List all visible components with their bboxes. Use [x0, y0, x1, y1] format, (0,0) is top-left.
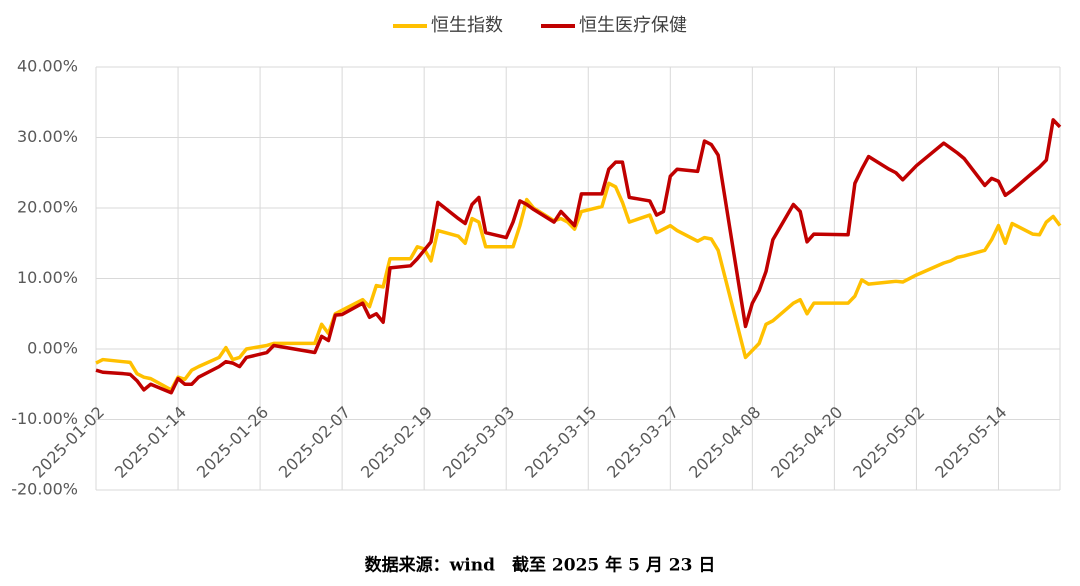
y-tick-label: 20.00% [17, 198, 78, 217]
series-line [95, 181, 1062, 392]
y-tick-label: -20.00% [11, 480, 78, 499]
y-tick-label: -10.00% [11, 409, 78, 428]
y-tick-label: 40.00% [17, 57, 78, 76]
legend-label: 恒生指数 [431, 15, 503, 36]
source-note: 数据来源：wind 截至 2025 年 5 月 23 日 [365, 555, 716, 576]
y-tick-label: 30.00% [17, 127, 78, 146]
legend-label: 恒生医疗保健 [579, 15, 687, 36]
y-tick-label: 0.00% [27, 339, 78, 358]
y-tick-label: 10.00% [17, 268, 78, 287]
series-line [95, 118, 1062, 395]
